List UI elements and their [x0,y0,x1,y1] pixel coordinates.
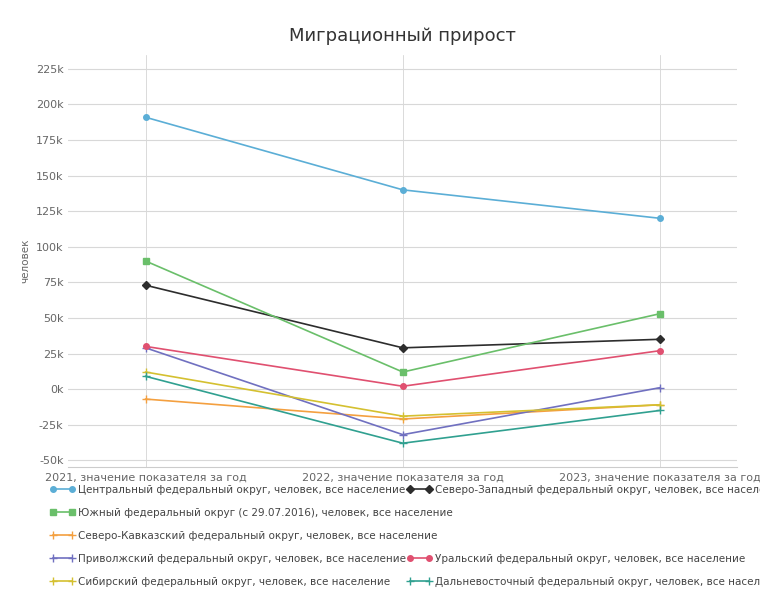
Приволжский федеральный округ, человек, все население [398,431,407,438]
Приволжский федеральный округ, человек, все население [141,344,150,351]
Line: Южный федеральный округ (с 29.07.2016), человек, все население: Южный федеральный округ (с 29.07.2016), … [143,258,663,375]
Уральский федеральный округ, человек, все население [655,347,664,354]
Северо-Западный федеральный округ, человек, все население [398,344,407,351]
Line: Северо-Кавказский федеральный округ, человек, все население: Северо-Кавказский федеральный округ, чел… [141,395,664,423]
Text: Северо-Кавказский федеральный округ, человек, все население: Северо-Кавказский федеральный округ, чел… [78,531,438,541]
Сибирский федеральный округ, человек, все население [141,368,150,376]
Text: Южный федеральный округ (с 29.07.2016), человек, все население: Южный федеральный округ (с 29.07.2016), … [78,508,453,518]
Северо-Кавказский федеральный округ, человек, все население [398,415,407,422]
Line: Уральский федеральный округ, человек, все население: Уральский федеральный округ, человек, вс… [143,344,663,389]
Y-axis label: человек: человек [21,239,30,283]
Сибирский федеральный округ, человек, все население [398,413,407,420]
Дальневосточный федеральный округ, человек, все население [398,439,407,447]
Text: Дальневосточный федеральный округ, человек, все население: Дальневосточный федеральный округ, челов… [435,577,760,587]
Line: Северо-Западный федеральный округ, человек, все население: Северо-Западный федеральный округ, челов… [143,282,663,351]
Приволжский федеральный округ, человек, все население [655,384,664,392]
Text: Северо-Западный федеральный округ, человек, все население: Северо-Западный федеральный округ, челов… [435,485,760,495]
Text: Центральный федеральный округ, человек, все население: Центральный федеральный округ, человек, … [78,485,406,495]
Line: Приволжский федеральный округ, человек, все население: Приволжский федеральный округ, человек, … [141,344,664,439]
Уральский федеральный округ, человек, все население [398,382,407,390]
Text: Сибирский федеральный округ, человек, все население: Сибирский федеральный округ, человек, вс… [78,577,391,587]
Title: Миграционный прирост: Миграционный прирост [290,27,516,45]
Северо-Западный федеральный округ, человек, все население [141,282,150,289]
Южный федеральный округ (с 29.07.2016), человек, все население [655,310,664,317]
Дальневосточный федеральный округ, человек, все население [141,373,150,380]
Северо-Кавказский федеральный округ, человек, все население [655,401,664,409]
Центральный федеральный округ, человек, все население [655,215,664,222]
Line: Дальневосточный федеральный округ, человек, все население: Дальневосточный федеральный округ, челов… [141,372,664,447]
Line: Центральный федеральный округ, человек, все население: Центральный федеральный округ, человек, … [143,115,663,221]
Центральный федеральный округ, человек, все население [141,114,150,121]
Сибирский федеральный округ, человек, все население [655,401,664,409]
Уральский федеральный округ, человек, все население [141,343,150,350]
Южный федеральный округ (с 29.07.2016), человек, все население [398,368,407,376]
Line: Сибирский федеральный округ, человек, все население: Сибирский федеральный округ, человек, вс… [141,368,664,420]
Дальневосточный федеральный округ, человек, все население [655,407,664,414]
Северо-Кавказский федеральный округ, человек, все население [141,395,150,402]
Центральный федеральный округ, человек, все население [398,186,407,194]
Северо-Западный федеральный округ, человек, все население [655,336,664,343]
Text: Уральский федеральный округ, человек, все население: Уральский федеральный округ, человек, вс… [435,554,746,564]
Text: Приволжский федеральный округ, человек, все население: Приволжский федеральный округ, человек, … [78,554,407,564]
Южный федеральный округ (с 29.07.2016), человек, все население [141,257,150,265]
